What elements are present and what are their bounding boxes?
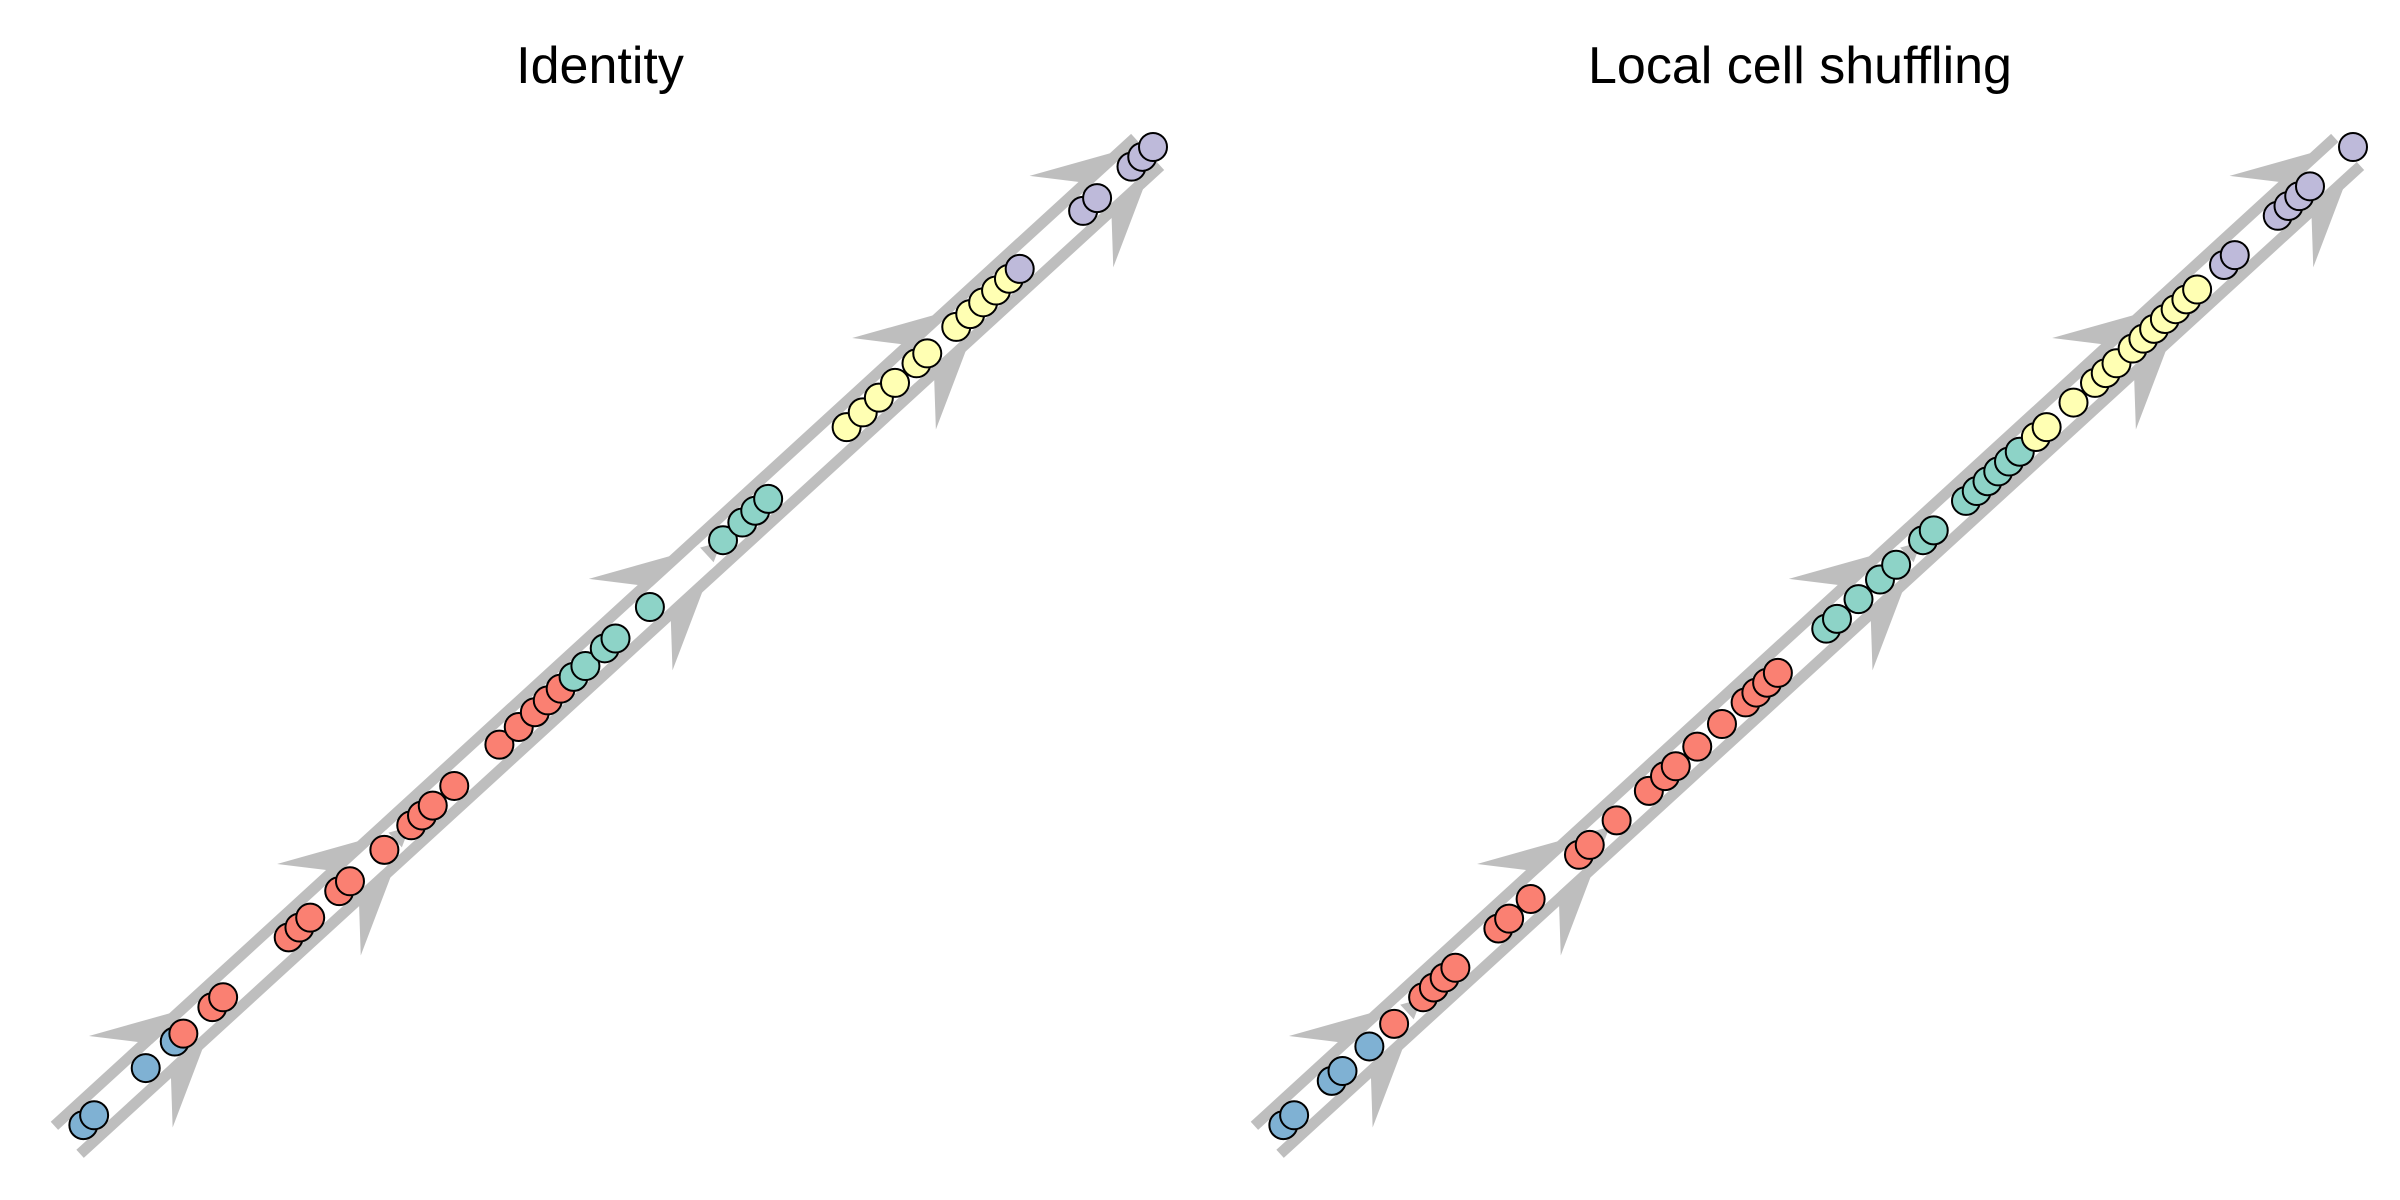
panel-identity: Identity bbox=[50, 37, 1168, 1158]
cell-point bbox=[600, 623, 631, 654]
cell-point bbox=[1843, 584, 1874, 615]
cell-point bbox=[2058, 387, 2089, 418]
trajectory-rail bbox=[50, 133, 1139, 1130]
cell-point bbox=[417, 790, 448, 821]
cell-point bbox=[1082, 183, 1113, 214]
cell-point bbox=[1660, 751, 1691, 782]
cell-point bbox=[168, 1018, 199, 1049]
cell-point bbox=[1494, 903, 1525, 934]
cell-point bbox=[1354, 1031, 1385, 1062]
cell-point bbox=[753, 483, 784, 514]
cell-point bbox=[634, 592, 665, 623]
cell-point bbox=[1279, 1100, 1310, 1131]
cell-point bbox=[1918, 515, 1949, 546]
cell-point bbox=[1574, 829, 1605, 860]
cell-point bbox=[2338, 132, 2368, 162]
panel-title-shuffling: Local cell shuffling bbox=[1588, 37, 2012, 95]
trajectory-rail bbox=[76, 161, 1165, 1158]
cell-point bbox=[1515, 883, 1546, 914]
cell-point bbox=[208, 982, 239, 1013]
cell-points bbox=[68, 132, 1168, 1141]
cell-point bbox=[130, 1053, 161, 1084]
panel-title-identity: Identity bbox=[516, 37, 684, 95]
cell-point bbox=[1440, 952, 1471, 983]
cell-points bbox=[1268, 132, 2368, 1141]
cell-point bbox=[484, 729, 515, 760]
trajectory-rail bbox=[1250, 133, 2339, 1130]
cell-point bbox=[1138, 132, 1168, 162]
cell-point bbox=[2219, 240, 2250, 271]
cell-point bbox=[2295, 171, 2325, 202]
cell-point bbox=[1327, 1056, 1358, 1087]
cell-point bbox=[570, 651, 601, 682]
cell-point bbox=[1379, 1008, 1410, 1039]
cell-point bbox=[369, 834, 400, 865]
cell-point bbox=[912, 338, 943, 369]
cell-point bbox=[79, 1100, 110, 1131]
cell-point bbox=[2182, 274, 2213, 305]
cell-point bbox=[1706, 709, 1737, 740]
cell-point bbox=[2031, 412, 2062, 443]
cell-point bbox=[1762, 657, 1793, 688]
cell-point bbox=[880, 367, 910, 398]
cell-point bbox=[439, 770, 470, 801]
cell-point bbox=[1601, 805, 1632, 836]
trajectory-diagram-identity bbox=[50, 132, 1168, 1158]
cell-point bbox=[708, 525, 738, 556]
trajectory-rail bbox=[1276, 161, 2365, 1158]
panel-shuffling: Local cell shuffling bbox=[1200, 0, 2400, 1200]
cell-point bbox=[1004, 253, 1035, 284]
cell-point bbox=[1822, 603, 1852, 634]
cell-point bbox=[1881, 549, 1912, 580]
trajectory-diagram-shuffling bbox=[1250, 132, 2368, 1158]
cell-point bbox=[1682, 731, 1713, 762]
cell-point bbox=[295, 902, 326, 933]
cell-point bbox=[334, 866, 365, 897]
